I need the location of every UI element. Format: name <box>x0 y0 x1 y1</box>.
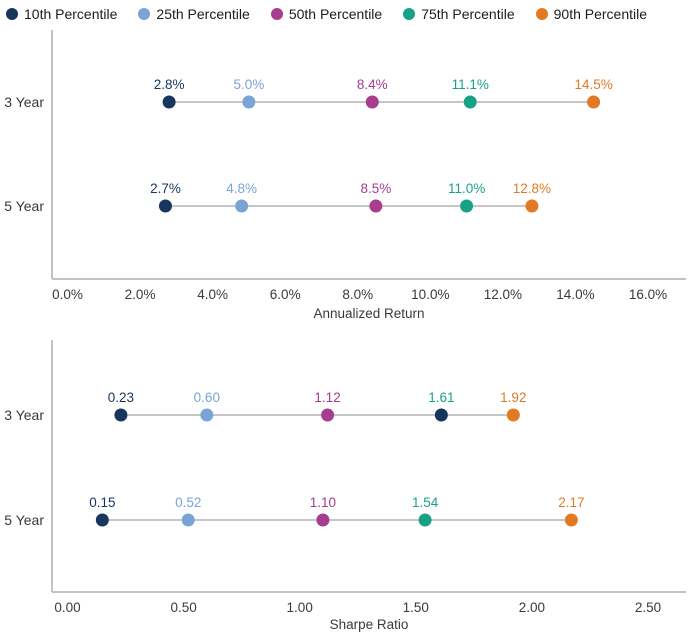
legend-label: 10th Percentile <box>24 6 118 22</box>
annualized-return-chart: 0.0% 2.0% 4.0% 6.0% 8.0% 10.0% 12.0% 14.0% 16.0%… <box>4 30 686 321</box>
legend-swatch-icon-90th-percentile <box>535 8 548 20</box>
sharpe-ratio-chart: 0.00 0.50 1.00 1.50 2.00 2.50 Sharpe Ratio 3 Ye… <box>4 340 686 632</box>
legend-item-25th-percentile: 25th Percentile <box>138 6 250 22</box>
x-tick-label: 2.00 <box>519 600 545 615</box>
x-tick-label: 0.0% <box>52 287 83 302</box>
x-tick-label: 1.00 <box>287 600 313 615</box>
legend-label: 25th Percentile <box>156 6 250 22</box>
x-tick-label: 4.0% <box>197 287 228 302</box>
data-label: 1.92 <box>500 390 526 405</box>
legend-label: 50th Percentile <box>288 6 383 22</box>
data-label: 5.0% <box>234 77 265 92</box>
10th-percentile-dot <box>162 95 176 109</box>
90th-percentile-dot <box>525 199 539 213</box>
x-tick-label: 2.50 <box>635 600 661 615</box>
75th-percentile-dot <box>460 199 474 213</box>
75th-percentile-dot <box>463 95 477 109</box>
x-axis-title: Sharpe Ratio <box>330 617 409 632</box>
x-tick-label: 12.0% <box>484 287 522 302</box>
category-label: 5 Year <box>4 198 44 214</box>
90th-percentile-dot <box>506 408 520 422</box>
x-tick-label: 16.0% <box>629 287 667 302</box>
data-label: 0.23 <box>108 390 134 405</box>
legend-swatch-icon-25th-percentile <box>138 8 151 20</box>
75th-percentile-dot <box>418 513 432 527</box>
25th-percentile-dot <box>181 513 195 527</box>
category-label: 5 Year <box>4 512 44 528</box>
data-label: 4.8% <box>226 181 257 196</box>
data-label: 1.12 <box>314 390 340 405</box>
x-tick-label: 6.0% <box>270 287 301 302</box>
x-tick-label: 10.0% <box>411 287 449 302</box>
25th-percentile-dot <box>200 408 214 422</box>
10th-percentile-dot <box>114 408 128 422</box>
data-label: 11.1% <box>452 77 489 92</box>
legend-label: 75th Percentile <box>421 6 515 22</box>
x-tick-label: 0.50 <box>170 600 196 615</box>
data-label: 1.61 <box>428 390 454 405</box>
legend-item-90th-percentile: 90th Percentile <box>535 6 648 22</box>
x-tick-label: 0.00 <box>54 600 80 615</box>
x-tick-label: 1.50 <box>403 600 429 615</box>
50th-percentile-dot <box>365 95 379 109</box>
75th-percentile-dot <box>434 408 448 422</box>
x-tick-label: 14.0% <box>556 287 594 302</box>
data-label: 0.15 <box>89 495 115 510</box>
50th-percentile-dot <box>369 199 383 213</box>
legend-item-75th-percentile: 75th Percentile <box>403 6 515 22</box>
category-label: 3 Year <box>4 407 44 423</box>
legend-item-10th-percentile: 10th Percentile <box>6 6 117 22</box>
50th-percentile-dot <box>321 408 335 422</box>
x-axis-title: Annualized Return <box>313 306 424 321</box>
data-label: 12.8% <box>513 181 551 196</box>
data-label: 1.10 <box>310 495 336 510</box>
data-label: 11.0% <box>448 181 485 196</box>
legend-swatch-icon-50th-percentile <box>270 8 283 20</box>
data-label: 8.4% <box>357 77 388 92</box>
legend-swatch-icon-75th-percentile <box>403 8 416 20</box>
50th-percentile-dot <box>316 513 330 527</box>
data-label: 8.5% <box>361 181 392 196</box>
10th-percentile-dot <box>158 199 172 213</box>
10th-percentile-dot <box>95 513 109 527</box>
25th-percentile-dot <box>235 199 249 213</box>
chart-legend: 10th Percentile 25th Percentile 50th Perce… <box>0 0 690 24</box>
data-label: 2.17 <box>558 495 584 510</box>
90th-percentile-dot <box>564 513 578 527</box>
data-label: 1.54 <box>412 495 439 510</box>
legend-swatch-icon-10th-percentile <box>6 8 18 20</box>
data-label: 0.60 <box>194 390 220 405</box>
legend-item-50th-percentile: 50th Percentile <box>270 6 383 22</box>
x-tick-label: 2.0% <box>125 287 156 302</box>
data-label: 2.7% <box>150 181 181 196</box>
data-label: 14.5% <box>574 77 612 92</box>
x-tick-label: 8.0% <box>342 287 373 302</box>
data-label: 0.52 <box>175 495 201 510</box>
data-label: 2.8% <box>154 77 185 92</box>
90th-percentile-dot <box>587 95 601 109</box>
legend-label: 90th Percentile <box>553 6 648 22</box>
25th-percentile-dot <box>242 95 256 109</box>
category-label: 3 Year <box>4 94 44 110</box>
